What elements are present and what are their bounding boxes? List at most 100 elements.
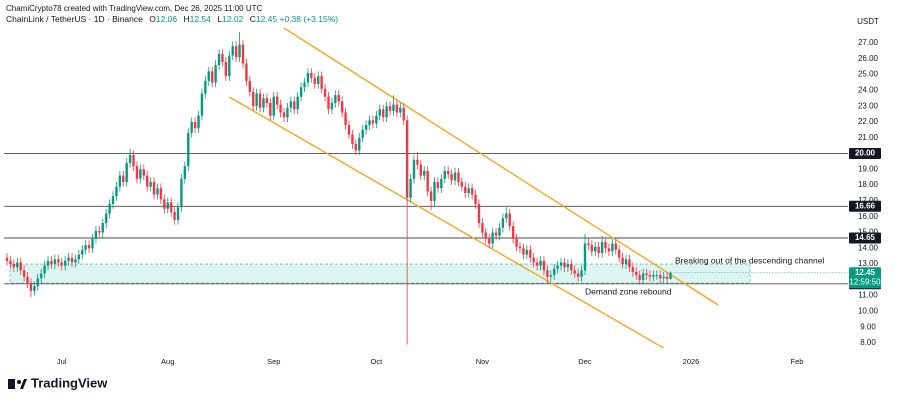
level-label: 20.00: [855, 149, 876, 158]
symbol: ChainLink / TetherUS · 1D · Binance: [6, 14, 143, 24]
x-tick-label: Jul: [57, 357, 67, 366]
x-tick-label: 2026: [683, 357, 700, 366]
y-tick-label: 26.00: [858, 54, 879, 63]
ohlc-value: 12.45: [255, 14, 278, 24]
candle-body: [330, 103, 334, 110]
candle-body: [323, 88, 327, 97]
logo-mark: [8, 379, 15, 389]
candle-body: [36, 278, 39, 287]
logo-mark: [20, 379, 27, 389]
candle-body: [467, 188, 470, 193]
candle-body: [446, 170, 450, 175]
candle-body: [104, 213, 108, 223]
candle-body: [488, 238, 491, 244]
candle-body: [501, 218, 505, 228]
candle-body: [234, 46, 238, 58]
candle-body: [248, 80, 252, 92]
candle-body: [53, 259, 57, 265]
level-label: 16.66: [855, 201, 876, 210]
candle-body: [580, 270, 583, 277]
candle-body: [382, 109, 385, 118]
candle-body: [607, 248, 611, 252]
candle-body: [505, 213, 508, 219]
x-tick-label: Feb: [791, 357, 804, 366]
candle-body: [539, 260, 542, 266]
candle-body: [597, 246, 600, 253]
candle-body: [621, 257, 624, 265]
candle-body: [436, 181, 440, 189]
candle-body: [662, 276, 665, 279]
y-tick-label: 25.00: [858, 70, 879, 79]
candle-body: [655, 275, 658, 276]
candle-body: [354, 144, 358, 151]
candle-body: [611, 243, 614, 252]
x-tick-label: Oct: [371, 357, 384, 366]
candle-body: [282, 112, 286, 118]
candle-body: [74, 259, 77, 263]
y-tick-label: 21.00: [858, 133, 879, 142]
candle-body: [631, 267, 635, 272]
candle-body: [327, 96, 330, 110]
candle-body: [272, 96, 275, 116]
candle-body: [405, 120, 409, 198]
candle-body: [491, 232, 494, 244]
candle-body: [457, 172, 460, 182]
candle-body: [317, 76, 320, 85]
candle-body: [515, 238, 518, 247]
candle-body: [169, 202, 173, 212]
candle-body: [146, 175, 149, 187]
ohlc-key: C: [249, 14, 256, 24]
candle-body: [16, 262, 19, 268]
y-tick-label: 11.00: [858, 291, 878, 300]
candle-body: [310, 73, 313, 78]
candle-body: [125, 163, 128, 182]
logo-mark: [17, 380, 21, 384]
candle-body: [275, 96, 279, 105]
candle-body: [217, 54, 221, 66]
candle-body: [669, 272, 672, 279]
candle-body: [628, 259, 631, 268]
candle-body: [46, 260, 50, 266]
annotation: Breaking out of the descending channel: [675, 255, 824, 265]
ohlc-value: 12.54: [189, 14, 211, 24]
candle-body: [399, 107, 402, 113]
candle-body: [645, 273, 648, 276]
x-tick-label: Sep: [267, 357, 280, 366]
y-tick-label: 23.00: [858, 101, 879, 110]
candle-body: [43, 265, 46, 274]
channel-line: [228, 96, 664, 349]
candle-body: [426, 170, 429, 192]
legend-row: ChainLink / TetherUS · 1D · Binance O12.…: [6, 14, 338, 25]
candle-body: [440, 178, 443, 189]
candle-body: [211, 71, 214, 83]
candle-body: [470, 188, 474, 195]
candle-body: [549, 275, 552, 277]
candle-body: [450, 174, 453, 181]
candle-body: [118, 175, 122, 187]
candle-body: [409, 178, 412, 198]
candle-body: [293, 101, 296, 110]
candle-body: [258, 93, 262, 108]
candle-body: [204, 80, 207, 94]
candle-body: [624, 259, 628, 265]
candle-body: [665, 276, 669, 279]
candle-body: [265, 98, 269, 103]
candle-body: [587, 243, 590, 246]
ohlc-value: 12.06: [155, 14, 178, 24]
candle-body: [60, 262, 63, 266]
candle-body: [364, 125, 368, 130]
candle-body: [659, 275, 662, 279]
candle-body: [26, 276, 29, 283]
candle-body: [416, 159, 419, 165]
candle-body: [299, 87, 303, 97]
candle-body: [269, 103, 272, 116]
candle-body: [358, 137, 361, 151]
candle-body: [641, 273, 645, 280]
candle-body: [392, 104, 395, 111]
candle-body: [423, 170, 426, 176]
candle-body: [132, 155, 135, 167]
candle-body: [9, 260, 12, 265]
candle-body: [443, 170, 446, 179]
y-tick-label: 17.00: [858, 196, 879, 205]
